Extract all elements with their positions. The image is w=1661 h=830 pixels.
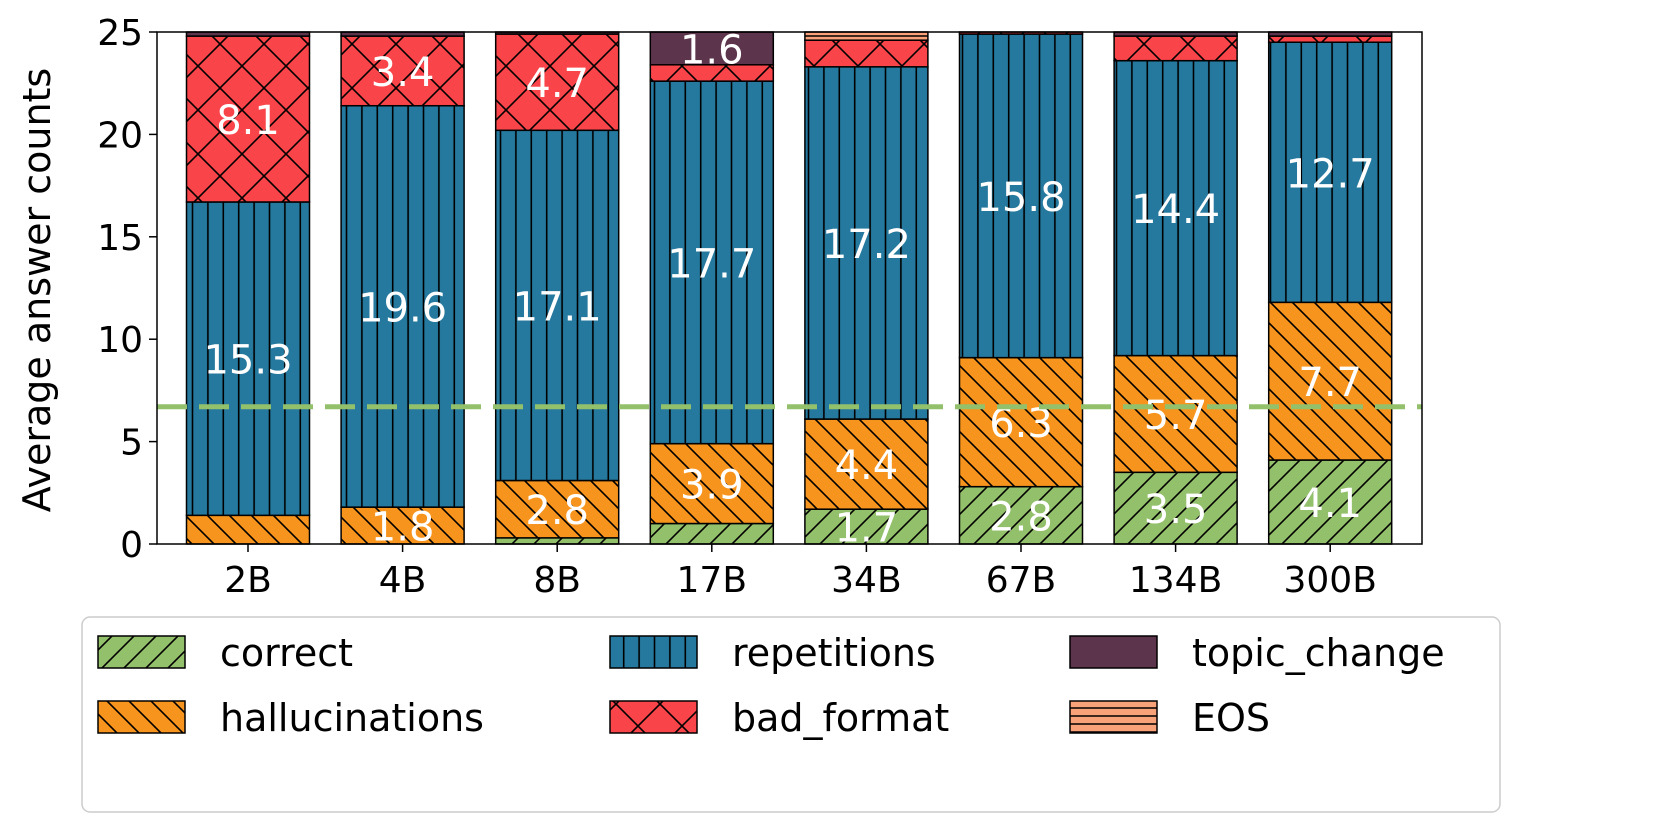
plot-frame [156,31,1423,545]
bar-segment-hallucinations [340,506,465,545]
y-tick-label: 5 [120,423,143,464]
x-tick-label: 4B [379,560,427,601]
bar-segment-repetitions [804,66,929,420]
bar-segment-bad_format [1267,35,1393,43]
bars [185,31,1393,545]
legend: correct hallucinations repetitions bad_form… [81,616,1501,813]
data-label: 7.7 [1298,360,1362,406]
bar-segment-correct [649,522,775,545]
x-tick-label: 2B [224,560,272,601]
y-tick-label: 15 [97,218,143,259]
x-tick-label: 8B [533,560,581,601]
legend-swatch-hallucinations [97,700,186,734]
data-label: 3.5 [1144,487,1208,533]
bar-segment-EOS [804,31,929,41]
legend-swatch-correct [97,635,186,669]
legend-swatch-topic_change [1069,635,1158,669]
y-axis: 0 5 10 15 20 25 [97,13,157,566]
y-tick-label: 20 [97,115,143,156]
bar-segment-correct [804,508,929,545]
bar-segment-bad_format [340,35,465,107]
data-label: 4.4 [835,443,899,489]
data-label: 15.3 [203,338,292,384]
data-label: 4.1 [1298,481,1362,527]
bar-segment-bad_format [1113,35,1238,62]
x-axis: 2B 4B 8B 17B 34B 67B 134B 300B [224,544,1377,601]
legend-swatch-bad_format [609,700,698,734]
data-label: 5.7 [1144,393,1208,439]
bar-segment-correct [1267,459,1393,545]
data-label: 15.8 [976,175,1065,221]
data-label: 2.8 [989,494,1053,540]
data-label: 3.4 [371,50,435,96]
data-label: 14.4 [1131,187,1220,233]
bar-segment-hallucinations [1267,301,1393,461]
x-tick-label: 300B [1283,560,1376,601]
bar-segment-repetitions [1113,59,1238,357]
bar-segment-hallucinations [185,514,311,545]
data-label: 17.1 [513,284,602,330]
data-label: 8.1 [216,98,280,144]
data-label: 2.8 [525,488,589,534]
data-labels: 15.38.11.819.63.42.817.14.73.917.71.61.7… [203,27,1374,551]
bar-segment-bad_format [804,39,929,68]
bar-segment-repetitions [958,33,1084,359]
x-tick-label: 17B [677,560,748,601]
bar-segment-bad_format [494,33,620,132]
data-label: 17.7 [667,241,756,287]
y-tick-label: 25 [97,13,143,54]
legend-label-bad_format: bad_format [732,696,949,740]
data-label: 3.9 [680,463,744,509]
bar-segment-correct [494,537,620,545]
y-tick-label: 0 [120,525,143,566]
legend-swatch-EOS [1069,700,1158,734]
legend-label-EOS: EOS [1192,696,1270,740]
bar-segment-repetitions [185,201,311,517]
bar-segment-repetitions [494,129,620,482]
bar-segment-hallucinations [804,418,929,510]
y-axis-label: Average answer counts [15,68,59,512]
bar-segment-hallucinations [1113,354,1238,474]
bar-segment-repetitions [1267,41,1393,304]
bar-segment-hallucinations [649,442,775,525]
bar-segment-hallucinations [494,479,620,539]
data-label: 1.8 [371,505,435,551]
legend-label-hallucinations: hallucinations [220,696,484,740]
data-label: 19.6 [358,285,447,331]
x-tick-label: 34B [831,560,902,601]
bar-segment-repetitions [649,80,775,445]
data-label: 17.2 [822,222,911,268]
data-label: 4.7 [525,61,589,107]
legend-label-topic_change: topic_change [1192,631,1445,675]
data-label: 1.6 [680,27,744,73]
legend-label-repetitions: repetitions [732,631,936,675]
x-tick-label: 134B [1129,560,1222,601]
y-tick-label: 10 [97,320,143,361]
data-label: 12.7 [1286,151,1375,197]
legend-swatch-repetitions [609,635,698,669]
x-tick-label: 67B [986,560,1057,601]
legend-label-correct: correct [220,631,353,675]
